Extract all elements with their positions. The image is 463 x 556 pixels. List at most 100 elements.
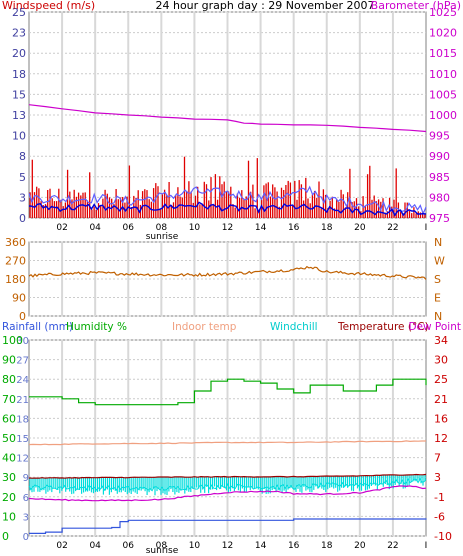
temperature-tick: 25	[434, 373, 448, 386]
indoor-temp-line	[28, 440, 426, 446]
barometer-tick: 1000	[429, 109, 457, 122]
barometer-axis-label: Barometer (hPa)	[371, 0, 461, 12]
x-tick-label: 12	[222, 223, 233, 233]
humidity-tick: 100	[2, 334, 23, 347]
windspeed-tick: 3	[19, 191, 26, 204]
x-tick-label: 10	[189, 223, 201, 233]
rainfall-tick: 3	[23, 512, 29, 523]
windspeed-tick: 18	[12, 68, 26, 81]
x-tick-label: 14	[255, 541, 267, 551]
windchill-spikes	[29, 474, 426, 496]
direction-tick: 360	[5, 236, 26, 249]
barometer-tick: 995	[429, 130, 450, 143]
windspeed-axis-label: Windspeed (m/s)	[2, 0, 95, 12]
x-tick-label: 16	[288, 223, 300, 233]
humidity-line	[29, 378, 427, 406]
humidity-tick: 70	[2, 393, 16, 406]
x-tick-label: 18	[321, 541, 333, 551]
direction-tick: 90	[12, 292, 26, 305]
x-tick-label: 04	[89, 223, 101, 233]
temperature-tick: 3	[434, 471, 441, 484]
temperature-tick: 30	[434, 354, 448, 367]
rainfall-tick: 12	[16, 454, 29, 465]
humidity-tick: 0	[2, 530, 9, 543]
direction-tick: 180	[5, 273, 26, 286]
rainfall-tick: 30	[16, 336, 29, 347]
x-tick-label: 06	[123, 223, 135, 233]
x-tick-label: 20	[354, 541, 366, 551]
windspeed-tick: 20	[12, 47, 26, 60]
windspeed-tick: 0	[19, 212, 26, 225]
humidity-tick: 90	[2, 354, 16, 367]
x-tick-label: 20	[354, 223, 366, 233]
x-tick-label: 22	[387, 541, 398, 551]
windspeed-tick: 15	[12, 88, 26, 101]
x-tick-label: 08	[156, 541, 168, 551]
x-tick-label: 04	[89, 541, 101, 551]
windspeed-tick: 10	[12, 130, 26, 143]
dew-point-axis-label: Dew Point	[408, 321, 461, 333]
windchill-line	[28, 477, 427, 492]
barometer-tick: 1010	[429, 68, 457, 81]
rainfall-tick: 18	[16, 414, 29, 425]
rainfall-tick: 24	[16, 375, 29, 386]
x-tick-label: 22	[387, 223, 398, 233]
sunrise-label-bottom: sunrise	[146, 546, 179, 556]
compass-tick: N	[434, 310, 442, 323]
temperature-tick: 21	[434, 393, 448, 406]
x-tick-label: 14	[255, 223, 267, 233]
windspeed-tick: 5	[19, 171, 26, 184]
rainfall-tick: 21	[16, 395, 29, 406]
temperature-tick: 34	[434, 334, 448, 347]
humidity-tick: 10	[2, 510, 16, 523]
humidity-tick: 20	[2, 491, 16, 504]
humidity-tick: 60	[2, 412, 16, 425]
rainfall-tick: 9	[23, 473, 29, 484]
temperature-tick: 7	[434, 452, 441, 465]
barometer-tick: 990	[429, 150, 450, 163]
x-tick-label: 08	[156, 223, 168, 233]
temperature-tick: -10	[434, 530, 452, 543]
temperature-axis-label: Temperature (°C)	[337, 321, 429, 333]
barometer-tick: 975	[429, 212, 450, 225]
compass-tick: E	[434, 292, 441, 305]
x-tick-label: 18	[321, 223, 333, 233]
rainfall-tick: 0	[23, 532, 29, 543]
windspeed-bars	[29, 156, 426, 218]
x-tick-label: 12	[222, 541, 233, 551]
sunrise-label: sunrise	[146, 232, 179, 242]
humidity-tick: 30	[2, 471, 16, 484]
x-tick-label: 02	[56, 223, 67, 233]
x-end-label-bottom: I	[425, 541, 428, 551]
temperature-tick: -1	[434, 491, 445, 504]
compass-tick: N	[434, 236, 442, 249]
rainfall-line	[29, 518, 427, 535]
barometer-tick: 1025	[429, 6, 457, 19]
barometer-tick: 985	[429, 171, 450, 184]
temperature-line	[28, 473, 427, 479]
x-tick-label: 10	[189, 541, 201, 551]
humidity-axis-label: Humidity %	[66, 321, 127, 333]
windspeed-tick: 25	[12, 6, 26, 19]
rainfall-tick: 27	[16, 356, 29, 367]
direction-tick: 270	[5, 255, 26, 268]
rainfall-axis-label: Rainfall (mm)	[2, 321, 73, 333]
wind-direction-line	[28, 265, 427, 280]
windspeed-tick: 8	[19, 150, 26, 163]
barometer-tick: 1020	[429, 27, 457, 40]
x-tick-label: 06	[123, 541, 135, 551]
compass-tick: W	[434, 255, 445, 268]
humidity-tick: 80	[2, 373, 16, 386]
gust-line	[28, 185, 427, 216]
barometer-tick: 1015	[429, 47, 457, 60]
direction-tick: 0	[19, 310, 26, 323]
dew-point-line	[28, 485, 427, 502]
wind-average-line	[28, 201, 427, 217]
rainfall-tick: 6	[23, 493, 29, 504]
temperature-tick: 12	[434, 432, 448, 445]
humidity-tick: 40	[2, 452, 16, 465]
